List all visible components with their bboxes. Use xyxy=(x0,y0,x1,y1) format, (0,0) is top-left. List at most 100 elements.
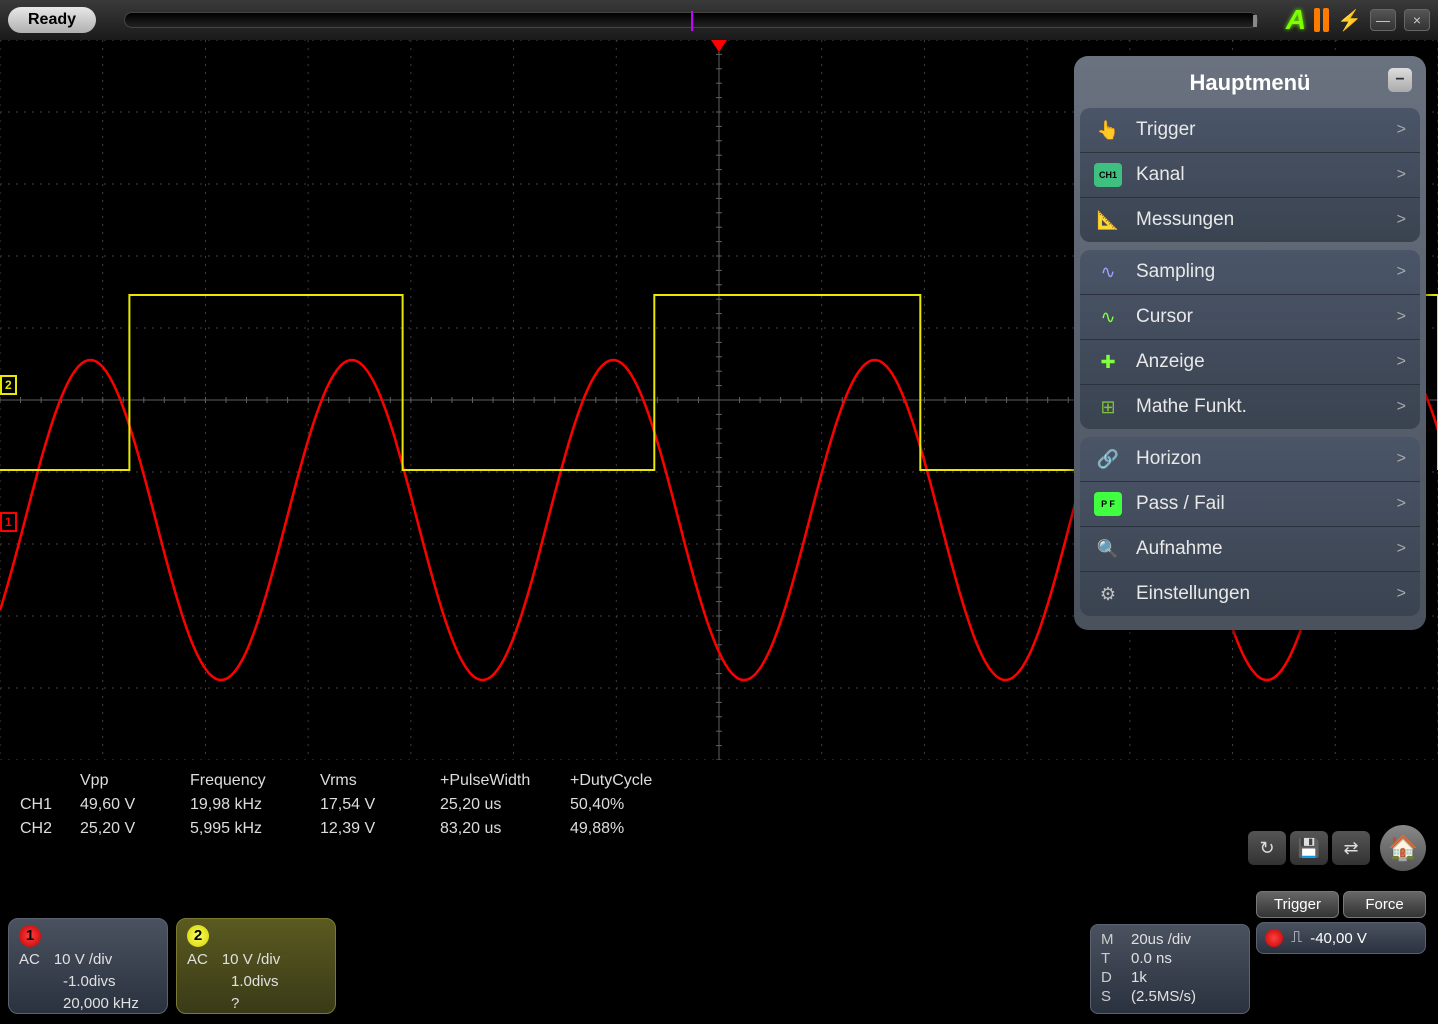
measurements-table: Vpp Frequency Vrms +PulseWidth +DutyCycl… xyxy=(0,760,1438,852)
meas-ch1-freq: 19,98 kHz xyxy=(190,796,320,814)
meas-ch2-freq: 5,995 kHz xyxy=(190,820,320,838)
menu-label: Messungen xyxy=(1136,209,1397,231)
menu-item-messungen[interactable]: 📐 Messungen> xyxy=(1080,198,1420,242)
menu-label: Aufnahme xyxy=(1136,538,1397,560)
pause-icon[interactable] xyxy=(1314,8,1329,32)
menu-item-aufnahme[interactable]: 🔍Aufnahme> xyxy=(1080,527,1420,572)
main-menu-panel: Hauptmenü − 👆Trigger>CH1Kanal>📐Messungen… xyxy=(1074,56,1426,630)
meas-h-vpp: Vpp xyxy=(80,772,190,790)
ch1-panel[interactable]: 1 AC 10 V /div -1.0divs 20,000 kHz xyxy=(8,918,168,1014)
tb-t-val: 0.0 ns xyxy=(1131,950,1172,967)
menu-label: Mathe Funkt. xyxy=(1136,396,1397,418)
trigger-edge-icon: ⎍ xyxy=(1291,929,1302,947)
ch2-panel[interactable]: 2 AC 10 V /div 1.0divs ? xyxy=(176,918,336,1014)
chevron-right-icon: > xyxy=(1397,211,1406,229)
trigger-source-icon xyxy=(1265,929,1283,947)
close-button[interactable]: × xyxy=(1404,9,1430,31)
meas-h-dc: +DutyCycle xyxy=(570,772,680,790)
menu-item-anzeige[interactable]: ✚ Anzeige> xyxy=(1080,340,1420,385)
chevron-right-icon: > xyxy=(1397,308,1406,326)
home-button[interactable]: 🏠 xyxy=(1380,825,1426,871)
channel-panels: 1 AC 10 V /div -1.0divs 20,000 kHz 2 AC … xyxy=(8,918,336,1014)
anzeige-icon: ✚ xyxy=(1094,350,1122,374)
tb-m-val: 20us /div xyxy=(1131,931,1191,948)
meas-ch1-vrms: 17,54 V xyxy=(320,796,440,814)
mathe-funkt--icon: ⊞ xyxy=(1094,395,1122,419)
timeline-marker[interactable] xyxy=(691,11,693,31)
measurements-row-ch2: CH2 25,20 V 5,995 kHz 12,39 V 83,20 us 4… xyxy=(20,820,1418,838)
cursor-icon: ∿ xyxy=(1094,305,1122,329)
trigger-info[interactable]: ⎍ -40,00 V xyxy=(1256,922,1426,954)
einstellungen-icon: ⚙ xyxy=(1094,582,1122,606)
menu-item-kanal[interactable]: CH1 Kanal> xyxy=(1080,153,1420,198)
menu-group-2: 🔗Horizon>P FPass / Fail>🔍Aufnahme>⚙Einst… xyxy=(1080,437,1420,616)
chevron-right-icon: > xyxy=(1397,585,1406,603)
ch2-badge: 2 xyxy=(187,925,209,947)
menu-group-1: ∿Sampling>∿Cursor>✚Anzeige>⊞Mathe Funkt.… xyxy=(1080,250,1420,429)
minimize-button[interactable]: — xyxy=(1370,9,1396,31)
chevron-right-icon: > xyxy=(1397,166,1406,184)
lightning-icon: ⚡ xyxy=(1337,8,1362,33)
ch2-ground-marker[interactable]: 2 xyxy=(0,375,17,395)
menu-label: Trigger xyxy=(1136,119,1397,141)
ch2-scale: 10 V /div xyxy=(222,949,280,971)
timebase-panel[interactable]: M20us /div T0.0 ns D1k S(2.5MS/s) xyxy=(1090,924,1250,1014)
measurements-row-ch1: CH1 49,60 V 19,98 kHz 17,54 V 25,20 us 5… xyxy=(20,796,1418,814)
force-button[interactable]: Force xyxy=(1343,891,1426,918)
menu-item-sampling[interactable]: ∿Sampling> xyxy=(1080,250,1420,295)
chevron-right-icon: > xyxy=(1397,353,1406,371)
menu-item-horizon[interactable]: 🔗 Horizon> xyxy=(1080,437,1420,482)
timeline-track[interactable] xyxy=(124,12,1258,28)
tb-s-val: (2.5MS/s) xyxy=(1131,988,1196,1005)
ch2-offset: 1.0divs xyxy=(231,971,279,993)
meas-h-freq: Frequency xyxy=(190,772,320,790)
menu-item-pass-fail[interactable]: P FPass / Fail> xyxy=(1080,482,1420,527)
action-bar: ↻ 💾 ⇄ 🏠 xyxy=(1248,825,1426,871)
menu-label: Einstellungen xyxy=(1136,583,1397,605)
messungen-icon: 📐 xyxy=(1094,208,1122,232)
tb-m-key: M xyxy=(1101,931,1131,948)
meas-h-vrms: Vrms xyxy=(320,772,440,790)
menu-minimize-button[interactable]: − xyxy=(1388,68,1412,92)
menu-title: Hauptmenü xyxy=(1190,70,1311,96)
trigger-level: -40,00 V xyxy=(1310,930,1367,947)
chevron-right-icon: > xyxy=(1397,398,1406,416)
trigger-icon: 👆 xyxy=(1094,118,1122,142)
meas-ch1-vpp: 49,60 V xyxy=(80,796,190,814)
ch1-offset: -1.0divs xyxy=(63,971,116,993)
menu-group-0: 👆Trigger>CH1Kanal>📐Messungen> xyxy=(1080,108,1420,242)
menu-label: Sampling xyxy=(1136,261,1397,283)
ch2-coupling: AC xyxy=(187,949,208,971)
ch1-coupling: AC xyxy=(19,949,40,971)
menu-label: Kanal xyxy=(1136,164,1397,186)
meas-ch2-label: CH2 xyxy=(20,820,80,838)
meas-h-blank xyxy=(20,772,80,790)
horizon-icon: 🔗 xyxy=(1094,447,1122,471)
tb-s-key: S xyxy=(1101,988,1131,1005)
menu-item-cursor[interactable]: ∿Cursor> xyxy=(1080,295,1420,340)
export-button[interactable]: ⇄ xyxy=(1332,831,1370,865)
menu-item-einstellungen[interactable]: ⚙ Einstellungen> xyxy=(1080,572,1420,616)
pass-fail-icon: P F xyxy=(1094,492,1122,516)
top-toolbar: Ready A ⚡ — × xyxy=(0,0,1438,40)
auto-indicator: A xyxy=(1286,4,1306,36)
meas-ch2-dc: 49,88% xyxy=(570,820,680,838)
tb-t-key: T xyxy=(1101,950,1131,967)
kanal-icon: CH1 xyxy=(1094,163,1122,187)
save-button[interactable]: 💾 xyxy=(1290,831,1328,865)
tb-d-key: D xyxy=(1101,969,1131,986)
chevron-right-icon: > xyxy=(1397,121,1406,139)
menu-item-trigger[interactable]: 👆 Trigger> xyxy=(1080,108,1420,153)
ch1-ground-marker[interactable]: 1 xyxy=(0,512,17,532)
chevron-right-icon: > xyxy=(1397,450,1406,468)
meas-h-pw: +PulseWidth xyxy=(440,772,570,790)
menu-label: Anzeige xyxy=(1136,351,1397,373)
measurements-header-row: Vpp Frequency Vrms +PulseWidth +DutyCycl… xyxy=(20,772,1418,790)
ch1-freq: 20,000 kHz xyxy=(63,993,139,1015)
ch2-freq: ? xyxy=(231,993,239,1015)
trigger-button[interactable]: Trigger xyxy=(1256,891,1339,918)
trigger-position-marker[interactable] xyxy=(711,40,727,52)
menu-label: Horizon xyxy=(1136,448,1397,470)
menu-item-mathe-funkt-[interactable]: ⊞ Mathe Funkt.> xyxy=(1080,385,1420,429)
refresh-button[interactable]: ↻ xyxy=(1248,831,1286,865)
